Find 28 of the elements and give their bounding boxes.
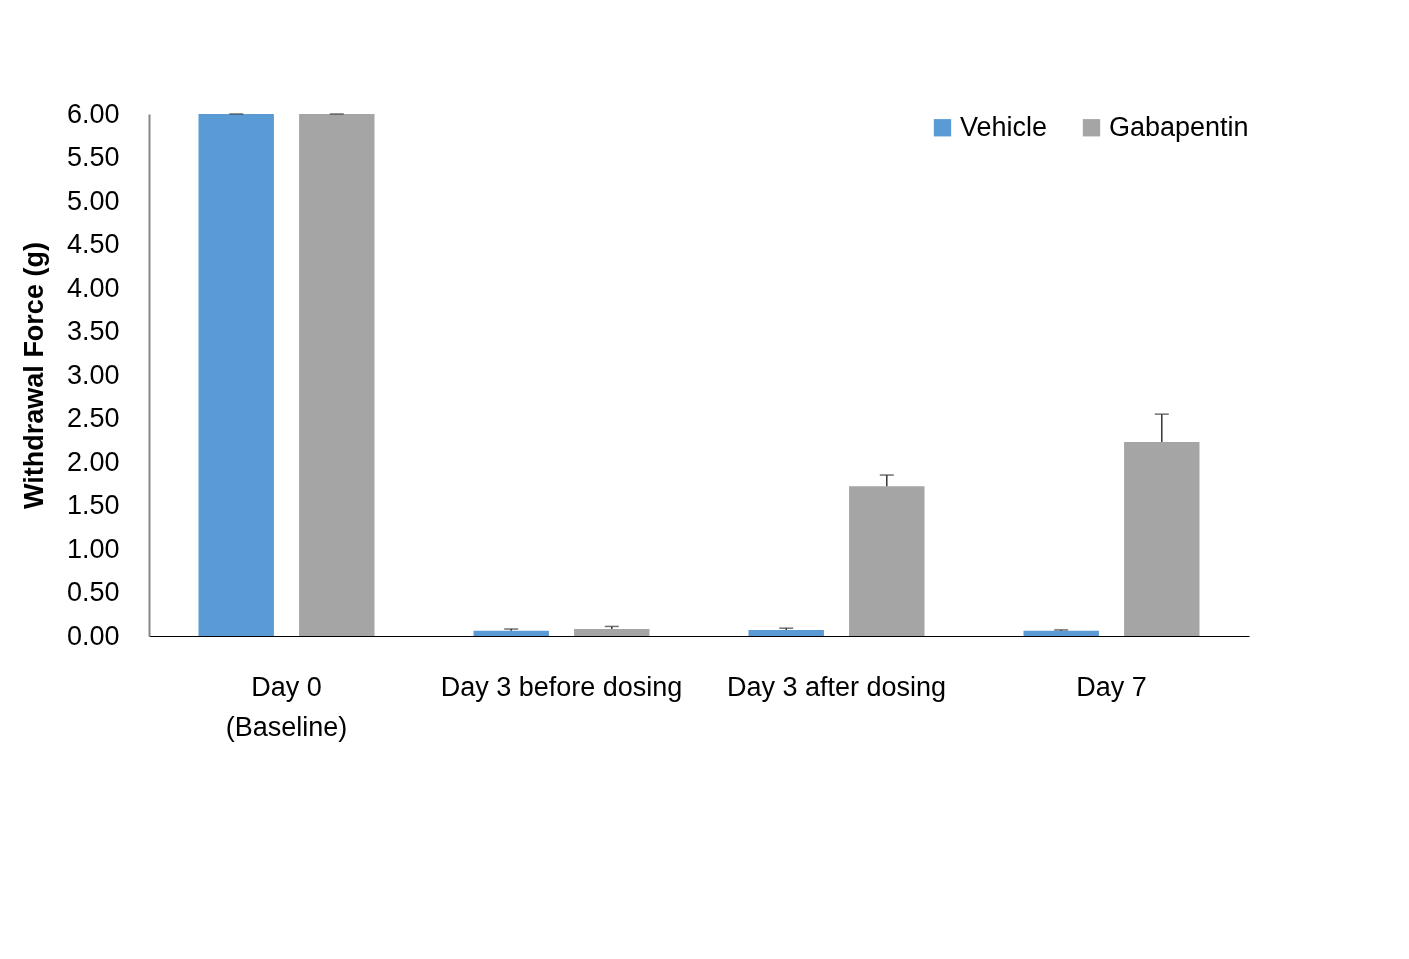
- y-tick-label: 4.50: [66, 229, 120, 259]
- x-tick-label: Day 0 (Baseline): [225, 671, 348, 742]
- bar: [198, 114, 274, 636]
- bar: [1124, 441, 1200, 636]
- legend-label: Gabapentin: [1109, 111, 1249, 142]
- legend-label: Vehicle: [960, 111, 1048, 142]
- y-tick-label: 5.00: [66, 185, 120, 216]
- y-tick-label: 3.00: [66, 359, 120, 390]
- bar: [1023, 630, 1099, 636]
- y-tick-label: 4.00: [66, 272, 120, 303]
- bar: [748, 629, 824, 636]
- y-tick-label: 5.50: [66, 142, 120, 172]
- y-tick-label: 1.50: [66, 490, 120, 520]
- bar: [849, 486, 925, 636]
- bar: [473, 630, 549, 636]
- bar: [574, 629, 650, 636]
- y-tick-label: 1.00: [66, 533, 120, 564]
- x-tick-label: Day 7: [1076, 671, 1147, 702]
- y-tick-label: 3.50: [66, 316, 120, 346]
- y-tick-label: 0.50: [66, 577, 120, 607]
- bar: [299, 114, 375, 636]
- y-tick-label: 0.00: [66, 620, 120, 651]
- x-tick-label: Day 3 before dosing: [440, 671, 683, 702]
- y-tick-label: 6.00: [66, 98, 120, 129]
- y-tick-label: 2.00: [66, 446, 120, 477]
- y-axis-title: Withdrawal Force (g): [18, 242, 49, 509]
- x-tick-label: Day 3 after dosing: [726, 671, 947, 702]
- y-tick-label: 2.50: [66, 403, 120, 433]
